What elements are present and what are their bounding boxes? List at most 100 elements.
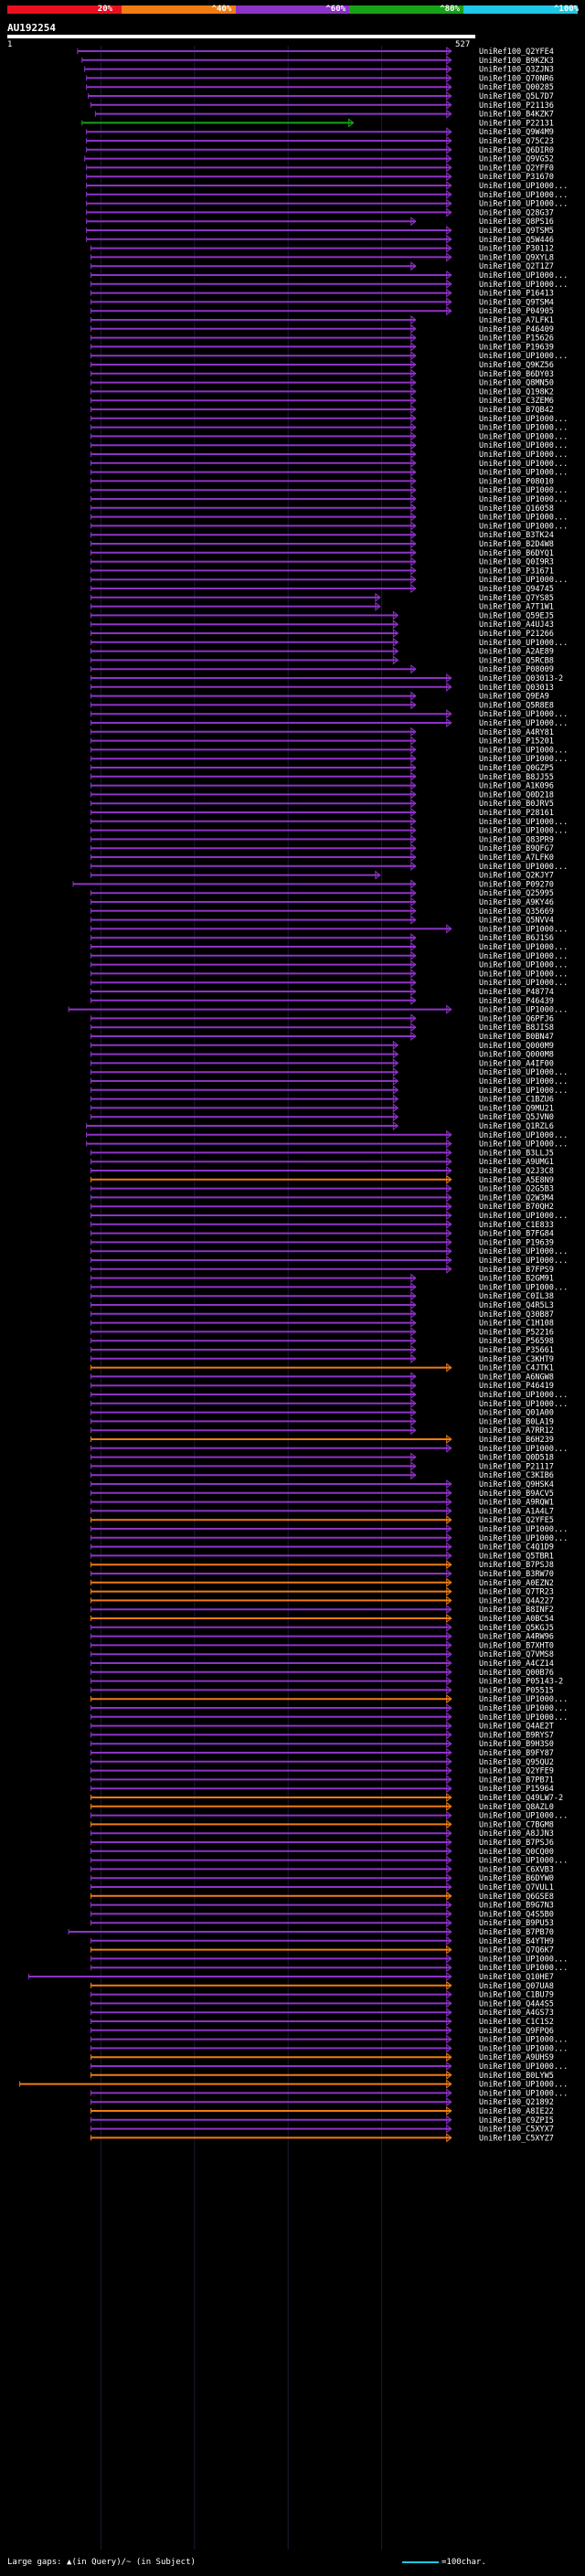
hit-label-155[interactable]: UniRef100_B6H239 xyxy=(479,1436,554,1445)
hit-label-216[interactable]: UniRef100_Q07UA8 xyxy=(479,1982,554,1991)
hit-label-88[interactable]: UniRef100_Q83PR9 xyxy=(479,835,554,844)
hit-label-86[interactable]: UniRef100_UP1000... xyxy=(479,818,568,827)
hit-label-20[interactable]: UniRef100_Q9TSM5 xyxy=(479,227,554,236)
hit-label-135[interactable]: UniRef100_UP1000... xyxy=(479,1256,568,1266)
hit-label-225[interactable]: UniRef100_UP1000... xyxy=(479,2062,568,2072)
hit-label-210[interactable]: UniRef100_B7PB70 xyxy=(479,1928,554,1937)
hit-label-27[interactable]: UniRef100_P16413 xyxy=(479,290,554,299)
hit-label-199[interactable]: UniRef100_A8JJN3 xyxy=(479,1829,554,1839)
hit-label-120[interactable]: UniRef100_Q1RZL6 xyxy=(479,1122,554,1131)
hit-label-13[interactable]: UniRef100_Q2YFF0 xyxy=(479,164,554,173)
hit-label-51[interactable]: UniRef100_Q16058 xyxy=(479,504,554,514)
hit-label-36[interactable]: UniRef100_B6DY03 xyxy=(479,370,554,379)
hit-label-122[interactable]: UniRef100_UP1000... xyxy=(479,1140,568,1150)
hit-label-185[interactable]: UniRef100_UP1000... xyxy=(479,1704,568,1713)
hit-label-154[interactable]: UniRef100_A7RR12 xyxy=(479,1426,554,1436)
hit-label-24[interactable]: UniRef100_Q2T1Z7 xyxy=(479,262,554,271)
hit-label-198[interactable]: UniRef100_C7BGM8 xyxy=(479,1820,554,1829)
hit-label-125[interactable]: UniRef100_Q2J3C8 xyxy=(479,1167,554,1176)
hit-label-74[interactable]: UniRef100_UP1000... xyxy=(479,710,568,719)
hit-label-0[interactable]: UniRef100_Q2YFE4 xyxy=(479,48,554,57)
hit-label-8[interactable]: UniRef100_P22131 xyxy=(479,119,554,128)
hit-label-202[interactable]: UniRef100_UP1000... xyxy=(479,1857,568,1866)
hit-label-10[interactable]: UniRef100_Q75C23 xyxy=(479,137,554,146)
hit-label-159[interactable]: UniRef100_C3KIB6 xyxy=(479,1471,554,1480)
hit-label-25[interactable]: UniRef100_UP1000... xyxy=(479,271,568,281)
hit-label-89[interactable]: UniRef100_B9QFG7 xyxy=(479,844,554,853)
hit-label-60[interactable]: UniRef100_Q94745 xyxy=(479,585,554,594)
hit-label-233[interactable]: UniRef100_C5XYZ7 xyxy=(479,2134,554,2143)
hit-label-196[interactable]: UniRef100_Q8AZL0 xyxy=(479,1803,554,1812)
hit-label-157[interactable]: UniRef100_Q0D518 xyxy=(479,1454,554,1463)
hit-label-162[interactable]: UniRef100_A9RQW1 xyxy=(479,1499,554,1508)
hit-label-43[interactable]: UniRef100_UP1000... xyxy=(479,432,568,441)
hit-label-22[interactable]: UniRef100_P30112 xyxy=(479,245,554,254)
hit-label-173[interactable]: UniRef100_Q4A227 xyxy=(479,1596,554,1606)
hit-label-33[interactable]: UniRef100_P19639 xyxy=(479,343,554,352)
hit-label-153[interactable]: UniRef100_B0LA19 xyxy=(479,1417,554,1426)
hit-label-174[interactable]: UniRef100_B8INF2 xyxy=(479,1606,554,1615)
hit-label-106[interactable]: UniRef100_P46439 xyxy=(479,997,554,1006)
hit-label-76[interactable]: UniRef100_A4RY81 xyxy=(479,728,554,737)
hit-label-91[interactable]: UniRef100_UP1000... xyxy=(479,863,568,872)
hit-label-57[interactable]: UniRef100_Q0I9R3 xyxy=(479,558,554,567)
hit-label-169[interactable]: UniRef100_B7PSJ8 xyxy=(479,1561,554,1570)
hit-label-31[interactable]: UniRef100_P46409 xyxy=(479,325,554,334)
hit-label-163[interactable]: UniRef100_A1A4L7 xyxy=(479,1507,554,1516)
hit-label-217[interactable]: UniRef100_C1BU79 xyxy=(479,1991,554,2000)
hit-label-215[interactable]: UniRef100_Q10HE7 xyxy=(479,1973,554,1982)
hit-label-69[interactable]: UniRef100_P08009 xyxy=(479,665,554,674)
hit-label-87[interactable]: UniRef100_UP1000... xyxy=(479,827,568,836)
hit-label-18[interactable]: UniRef100_Q28G37 xyxy=(479,208,554,217)
hit-label-109[interactable]: UniRef100_B8JIS8 xyxy=(479,1023,554,1033)
hit-label-68[interactable]: UniRef100_Q5RCB8 xyxy=(479,656,554,665)
hit-label-12[interactable]: UniRef100_Q9VG52 xyxy=(479,155,554,164)
hit-label-65[interactable]: UniRef100_P21266 xyxy=(479,630,554,639)
hit-label-182[interactable]: UniRef100_P05143-2 xyxy=(479,1678,563,1687)
hit-label-143[interactable]: UniRef100_P52216 xyxy=(479,1328,554,1337)
hit-label-114[interactable]: UniRef100_UP1000... xyxy=(479,1068,568,1077)
hit-label-93[interactable]: UniRef100_P09270 xyxy=(479,880,554,889)
hit-label-220[interactable]: UniRef100_C1C1S2 xyxy=(479,2018,554,2027)
hit-label-126[interactable]: UniRef100_A5E8N9 xyxy=(479,1176,554,1185)
hit-label-200[interactable]: UniRef100_B7PSJ6 xyxy=(479,1839,554,1848)
hit-label-73[interactable]: UniRef100_Q5R8E8 xyxy=(479,701,554,710)
hit-label-134[interactable]: UniRef100_UP1000... xyxy=(479,1247,568,1256)
hit-label-97[interactable]: UniRef100_Q5NVV4 xyxy=(479,917,554,926)
hit-label-141[interactable]: UniRef100_Q30B87 xyxy=(479,1310,554,1320)
hit-label-139[interactable]: UniRef100_C0IL38 xyxy=(479,1292,554,1301)
hit-label-138[interactable]: UniRef100_UP1000... xyxy=(479,1283,568,1292)
hit-label-35[interactable]: UniRef100_Q9KZ56 xyxy=(479,361,554,370)
hit-label-79[interactable]: UniRef100_UP1000... xyxy=(479,755,568,764)
hit-label-34[interactable]: UniRef100_UP1000... xyxy=(479,352,568,361)
hit-label-145[interactable]: UniRef100_P35661 xyxy=(479,1346,554,1355)
hit-label-186[interactable]: UniRef100_UP1000... xyxy=(479,1713,568,1723)
hit-label-144[interactable]: UniRef100_P56598 xyxy=(479,1337,554,1346)
hit-label-113[interactable]: UniRef100_A4IF00 xyxy=(479,1059,554,1068)
hit-label-30[interactable]: UniRef100_A7LFK1 xyxy=(479,316,554,325)
hit-label-5[interactable]: UniRef100_Q5L7D7 xyxy=(479,92,554,101)
hit-label-15[interactable]: UniRef100_UP1000... xyxy=(479,182,568,191)
hit-label-164[interactable]: UniRef100_Q2YFE5 xyxy=(479,1516,554,1525)
hit-label-218[interactable]: UniRef100_Q4A4S5 xyxy=(479,1999,554,2009)
hit-label-142[interactable]: UniRef100_C1H108 xyxy=(479,1320,554,1329)
hit-label-59[interactable]: UniRef100_UP1000... xyxy=(479,576,568,585)
hit-label-222[interactable]: UniRef100_UP1000... xyxy=(479,2036,568,2045)
hit-label-67[interactable]: UniRef100_A2AE89 xyxy=(479,648,554,657)
hit-label-184[interactable]: UniRef100_UP1000... xyxy=(479,1695,568,1704)
hit-label-110[interactable]: UniRef100_B0BN47 xyxy=(479,1033,554,1042)
hit-label-230[interactable]: UniRef100_A8IE22 xyxy=(479,2107,554,2116)
hit-label-206[interactable]: UniRef100_Q6GSE8 xyxy=(479,1892,554,1902)
hit-label-137[interactable]: UniRef100_B2GM91 xyxy=(479,1275,554,1284)
hit-label-28[interactable]: UniRef100_Q9TSM4 xyxy=(479,298,554,307)
hit-label-212[interactable]: UniRef100_Q7Q6K7 xyxy=(479,1946,554,1956)
hit-label-3[interactable]: UniRef100_Q70NR6 xyxy=(479,74,554,83)
hit-label-166[interactable]: UniRef100_UP1000... xyxy=(479,1534,568,1543)
hit-label-77[interactable]: UniRef100_P15201 xyxy=(479,737,554,747)
hit-label-201[interactable]: UniRef100_Q0CQ00 xyxy=(479,1848,554,1857)
hit-label-223[interactable]: UniRef100_UP1000... xyxy=(479,2044,568,2053)
hit-label-103[interactable]: UniRef100_UP1000... xyxy=(479,970,568,979)
hit-label-127[interactable]: UniRef100_Q2G5B3 xyxy=(479,1185,554,1194)
hit-label-81[interactable]: UniRef100_B8JJ55 xyxy=(479,773,554,782)
hit-label-232[interactable]: UniRef100_C5XYX7 xyxy=(479,2125,554,2135)
